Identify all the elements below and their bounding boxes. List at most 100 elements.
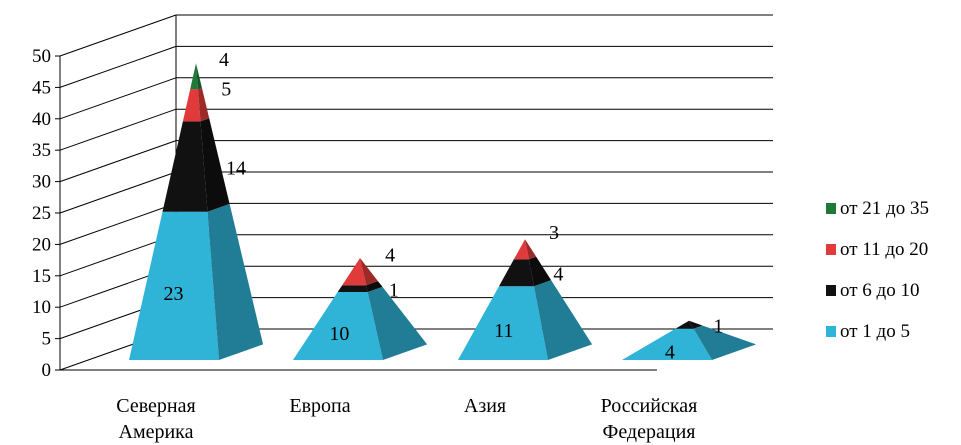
y-tick-label: 30: [32, 172, 51, 193]
pyramid-segment: [622, 325, 757, 360]
gridline: [59, 45, 773, 88]
legend-label: от 6 до 10: [840, 280, 919, 301]
segment-front-face: [182, 89, 201, 122]
category-label: Европа: [289, 395, 350, 417]
pyramids: [129, 63, 757, 360]
legend-swatch: [826, 285, 836, 296]
y-tick-label: 40: [32, 109, 51, 130]
data-label: 1: [713, 316, 723, 338]
segment-front-face: [458, 286, 548, 360]
category-label-line: Америка: [119, 421, 194, 443]
data-label: 10: [329, 323, 349, 345]
segment-front-face: [499, 259, 534, 287]
pyramid-segment: [458, 280, 593, 360]
category-label: Азия: [464, 395, 506, 417]
category-label-line: Европа: [289, 395, 350, 417]
segment-side-face: [360, 258, 378, 286]
segment-side-face: [196, 63, 202, 90]
segment-side-face: [525, 239, 537, 260]
pyramid-segment: [162, 118, 230, 212]
legend-entry: от 21 до 35: [826, 198, 929, 219]
y-tick-label: 5: [42, 329, 52, 350]
legend-label: от 11 до 20: [840, 239, 928, 260]
gridline: [59, 202, 773, 245]
pyramid-labels: 41: [665, 316, 724, 364]
legend-entry: от 1 до 5: [826, 321, 910, 342]
pyramid: [293, 258, 428, 360]
pyramid-segment: [342, 258, 378, 286]
category-label: Российская Федерация: [601, 395, 698, 443]
data-label: 4: [385, 245, 395, 267]
data-label: 5: [221, 78, 231, 100]
y-tick-label: 0: [42, 360, 52, 381]
data-label: 4: [219, 49, 229, 71]
y-tick-label: 10: [32, 297, 51, 318]
segment-side-face: [534, 280, 593, 360]
pyramid-segment: [499, 256, 552, 287]
pyramid-segment: [293, 286, 428, 360]
y-tick-label: 15: [32, 266, 51, 287]
data-label: 14: [226, 158, 246, 180]
segment-side-face: [689, 320, 703, 329]
gridline: [59, 140, 773, 183]
y-tick-label: 35: [32, 140, 51, 161]
legend-swatch: [826, 244, 836, 255]
data-label: 11: [494, 320, 513, 342]
segment-front-face: [190, 63, 198, 90]
legend-entry: от 6 до 10: [826, 280, 919, 301]
pyramid-segment: [513, 239, 537, 260]
data-label: 23: [164, 283, 184, 305]
legend-label: от 21 до 35: [840, 198, 929, 219]
segment-side-face: [200, 118, 230, 212]
pyramid-segment: [182, 87, 210, 122]
segment-front-face: [622, 328, 712, 360]
gridline: [59, 171, 773, 214]
y-tick-label: 20: [32, 234, 51, 255]
pyramid-labels: 23 14 5 4: [164, 49, 247, 305]
data-label: 4: [665, 341, 675, 363]
segment-side-face: [198, 87, 210, 122]
segment-side-face: [528, 256, 552, 287]
pyramid: [622, 320, 757, 360]
y-tick-label: 25: [32, 203, 51, 224]
segment-side-face: [366, 281, 383, 292]
data-label: 4: [553, 264, 563, 286]
category-label-line: Северная: [116, 395, 195, 417]
y-tick-label: 50: [32, 46, 51, 67]
gridline: [59, 77, 773, 120]
pyramid-segment: [337, 281, 383, 292]
segment-side-face: [367, 286, 428, 360]
segment-front-face: [342, 258, 367, 286]
pyramid-labels: 10 1 4: [329, 245, 399, 345]
legend-label: от 1 до 5: [840, 321, 910, 342]
data-label: 3: [549, 222, 559, 244]
gridline: [59, 108, 773, 151]
legend-swatch: [826, 203, 836, 214]
legend-swatch: [826, 326, 836, 337]
pyramid: [458, 239, 593, 360]
segment-front-face: [129, 211, 219, 360]
segment-front-face: [337, 285, 368, 292]
data-label: 1: [389, 280, 399, 302]
pyramid: [129, 63, 264, 360]
segment-front-face: [675, 320, 694, 329]
y-axis: 0 5 10 15 20 25 30 35 40 45 50: [32, 46, 61, 381]
legend: от 21 до 35 от 11 до 20 от 6 до 10 от 1 до …: [826, 198, 929, 342]
category-label-line: Российская: [601, 395, 698, 417]
segment-front-face: [293, 292, 383, 360]
category-label-line: Азия: [464, 395, 506, 417]
category-label: Северная Америка: [116, 395, 195, 443]
segment-front-face: [162, 121, 208, 212]
pyramid-segment: [675, 320, 703, 329]
x-axis-categories: Северная Америка Европа Азия Российская Федер…: [116, 395, 697, 443]
pyramid-segment: [129, 203, 264, 360]
segment-side-face: [207, 203, 264, 360]
gridline: [59, 14, 773, 57]
segment-front-face: [513, 239, 529, 260]
legend-entry: от 11 до 20: [826, 239, 928, 260]
y-tick-label: 45: [32, 77, 51, 98]
pyramid-segment: [190, 63, 202, 90]
segment-side-face: [693, 325, 757, 360]
